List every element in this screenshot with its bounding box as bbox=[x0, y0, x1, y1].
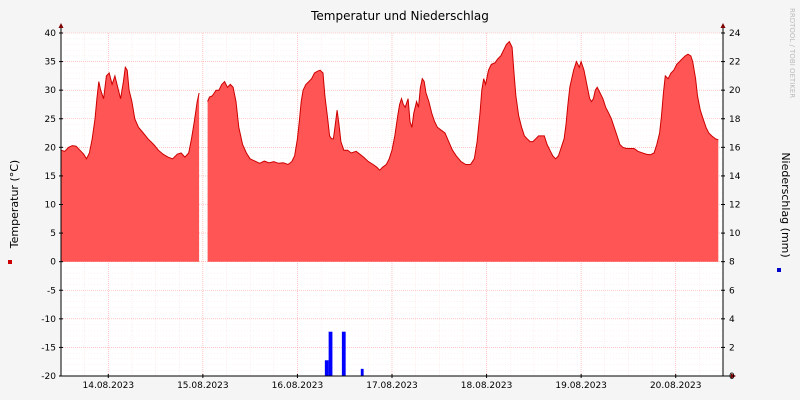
y-right-tick-label: 4 bbox=[729, 315, 735, 325]
temperature-line-segment bbox=[207, 40, 719, 171]
x-tick-label: 19.08.2023 bbox=[555, 381, 607, 391]
y-right-tick-label: 8 bbox=[729, 258, 735, 268]
x-tick-label: 16.08.2023 bbox=[272, 381, 324, 391]
y-right-tick-label: 18 bbox=[729, 115, 741, 125]
precipitation-legend-swatch bbox=[777, 268, 781, 272]
y-left-tick-label: -5 bbox=[47, 286, 56, 296]
x-axis-arrow bbox=[731, 373, 736, 379]
y-right-tick-label: 16 bbox=[729, 143, 741, 153]
y-left-tick-label: 30 bbox=[45, 86, 57, 96]
axes bbox=[58, 23, 736, 379]
y-left-axis-label: Temperatur (°C) bbox=[8, 160, 21, 249]
precipitation-bars bbox=[324, 331, 364, 376]
temperature-legend-swatch bbox=[8, 260, 12, 264]
watermark: RRDTOOL / TOBI OETIKER bbox=[788, 8, 796, 98]
y-right-tick-label: 2 bbox=[729, 343, 735, 353]
precipitation-bar bbox=[324, 360, 329, 376]
y-left-axis-arrow bbox=[58, 23, 64, 28]
left-axis-ticks: 40 35 30 25 20 15 10 5 0 -5 -10 -15 -20 bbox=[41, 29, 63, 382]
temperature-line-segment bbox=[60, 65, 200, 160]
y-left-tick-label: 35 bbox=[45, 58, 56, 68]
y-left-tick-label: 0 bbox=[50, 258, 56, 268]
y-right-tick-label: 24 bbox=[729, 29, 741, 39]
y-right-tick-label: 12 bbox=[729, 201, 740, 211]
y-right-tick-label: 6 bbox=[729, 286, 735, 296]
temperature-area-segment bbox=[207, 41, 719, 262]
y-right-axis-label: Niederschlag (mm) bbox=[779, 152, 792, 257]
y-right-tick-label: 10 bbox=[729, 229, 741, 239]
y-left-tick-label: -20 bbox=[41, 372, 56, 382]
x-tick-label: 14.08.2023 bbox=[83, 381, 135, 391]
x-tick-label: 17.08.2023 bbox=[366, 381, 418, 391]
x-tick-label: 20.08.2023 bbox=[650, 381, 702, 391]
y-left-tick-label: -10 bbox=[41, 315, 56, 325]
y-left-tick-label: 40 bbox=[45, 29, 57, 39]
x-tick-label: 15.08.2023 bbox=[177, 381, 229, 391]
y-left-tick-label: 15 bbox=[45, 172, 56, 182]
y-left-tick-label: 5 bbox=[50, 229, 56, 239]
precipitation-bar bbox=[328, 331, 333, 376]
y-right-tick-label: 22 bbox=[729, 58, 740, 68]
precipitation-bar bbox=[360, 368, 364, 376]
y-right-tick-label: 0 bbox=[729, 372, 735, 382]
y-left-tick-label: -15 bbox=[41, 343, 56, 353]
y-right-axis-arrow bbox=[720, 23, 726, 28]
y-left-tick-label: 25 bbox=[45, 115, 56, 125]
y-left-tick-label: 10 bbox=[45, 201, 57, 211]
y-left-tick-label: 20 bbox=[45, 143, 57, 153]
y-right-tick-label: 14 bbox=[729, 172, 741, 182]
y-right-tick-label: 20 bbox=[729, 86, 741, 96]
chart-title: Temperatur und Niederschlag bbox=[310, 9, 489, 23]
temperature-area bbox=[60, 40, 719, 262]
x-axis-ticks: 14.08.2023 15.08.2023 16.08.2023 17.08.2023… bbox=[83, 374, 702, 391]
precipitation-bar bbox=[341, 331, 346, 376]
x-tick-label: 18.08.2023 bbox=[461, 381, 513, 391]
